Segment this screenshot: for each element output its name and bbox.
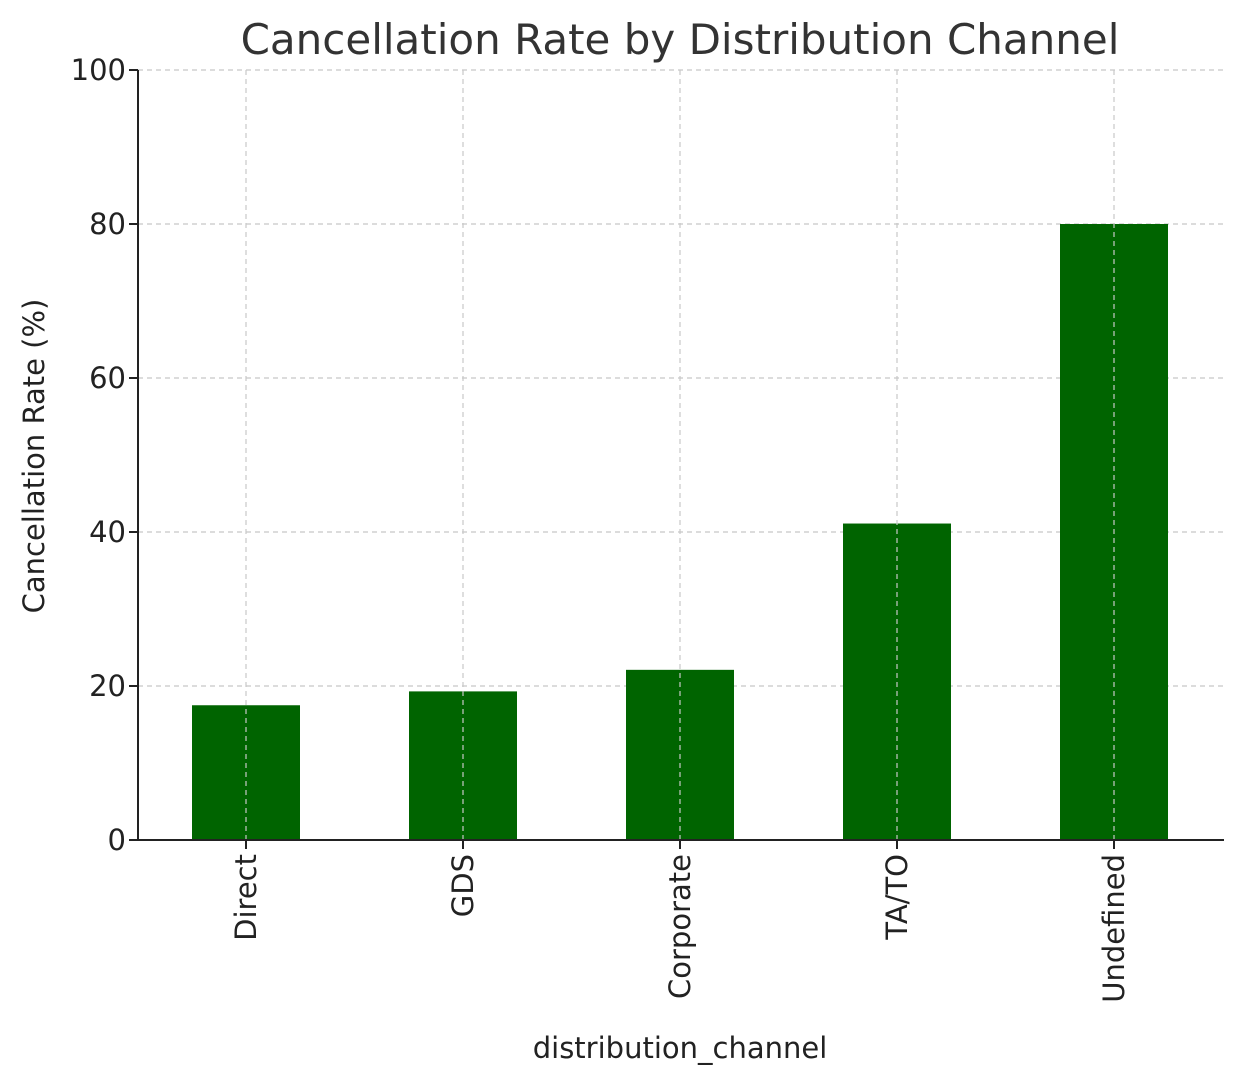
y-tick-label: 100 <box>71 53 126 87</box>
x-axis-title: distribution_channel <box>533 1031 828 1065</box>
x-ticks: Direct GDS Corporate TA/TO Undefined <box>229 840 1131 1003</box>
x-tick-label: Corporate <box>663 854 697 999</box>
x-grid <box>245 70 1115 840</box>
x-tick-label: Direct <box>229 854 263 941</box>
x-tick-label: TA/TO <box>880 854 914 941</box>
chart-title: Cancellation Rate by Distribution Channe… <box>241 15 1120 64</box>
y-axis-title: Cancellation Rate (%) <box>17 299 51 614</box>
y-tick-label: 40 <box>89 515 126 549</box>
y-ticks: 0 20 40 60 80 100 <box>71 53 138 857</box>
grid <box>138 69 1224 687</box>
y-tick-label: 60 <box>89 361 126 395</box>
x-tick-label: Undefined <box>1097 854 1131 1003</box>
y-tick-label: 80 <box>89 207 126 241</box>
y-tick-label: 20 <box>89 669 126 703</box>
y-tick-label: 0 <box>108 823 126 857</box>
x-tick-label: GDS <box>446 854 480 917</box>
